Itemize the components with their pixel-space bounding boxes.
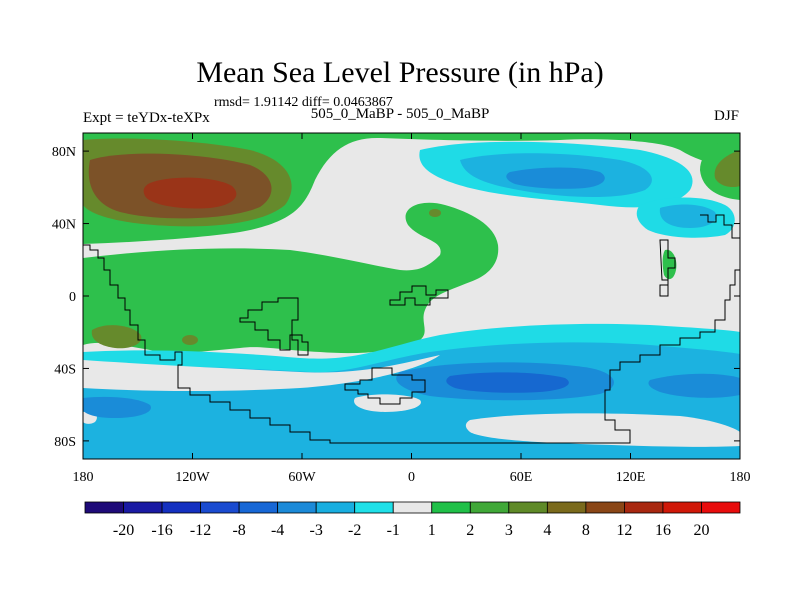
colorbar-swatch <box>315 501 356 514</box>
x-axis: 180 120W 60W 0 60E 120E 180 <box>73 133 751 485</box>
stats-label: rmsd= 1.91142 diff= 0.0463867 <box>214 95 393 110</box>
map-field <box>83 133 740 459</box>
colorbar-swatch <box>84 501 124 514</box>
colorbar-swatch <box>238 501 279 514</box>
coastline-west <box>83 244 740 444</box>
experiment-label: Expt = teYDx-teXPx <box>83 110 210 126</box>
colorbar-swatch <box>546 501 587 514</box>
x-tick-label: 60W <box>288 470 316 485</box>
colorbar-label: -4 <box>271 522 284 539</box>
colorbar-label: -2 <box>348 522 361 539</box>
colorbar-swatch <box>469 501 510 514</box>
colorbar-label: 4 <box>543 522 551 539</box>
colorbar-swatch <box>508 501 548 514</box>
colorbar-swatch <box>200 501 240 514</box>
y-tick-label: 40N <box>52 218 76 233</box>
colorbar-swatch <box>392 501 433 514</box>
colorbar-label: -12 <box>190 522 211 539</box>
field-sky-ne2 <box>659 204 717 228</box>
colorbar-swatch <box>624 501 664 514</box>
y-tick-label: 80N <box>52 145 76 160</box>
colorbar-swatch <box>431 501 471 514</box>
colorbar-label: 12 <box>616 522 632 539</box>
field-green-center <box>83 202 499 354</box>
y-axis: 80N 40N 0 40S 80S <box>52 145 740 450</box>
field-blue-ne <box>506 167 605 189</box>
colorbar-label: 2 <box>466 522 474 539</box>
field-olive-spot <box>429 209 441 217</box>
x-tick-label: 180 <box>73 470 94 485</box>
colorbar-label: 1 <box>428 522 436 539</box>
colorbar-swatch <box>123 501 163 514</box>
field-olive-ne <box>714 150 740 188</box>
colorbar-swatch <box>701 501 741 514</box>
coastline-europe <box>389 285 449 306</box>
y-tick-label: 0 <box>69 290 76 305</box>
y-tick-label: 40S <box>54 362 76 377</box>
field-redbrown-nw <box>143 177 237 209</box>
x-tick-label: 180 <box>730 470 751 485</box>
x-tick-label: 60E <box>510 470 533 485</box>
coastline-central <box>239 297 309 356</box>
coastline-island <box>659 239 676 297</box>
colorbar-label: -8 <box>232 522 245 539</box>
field-neutral-south-2 <box>465 413 740 447</box>
field-neutral-strip <box>83 355 440 391</box>
colorbar-label: 8 <box>582 522 590 539</box>
field-green-east <box>662 249 677 280</box>
colorbar-swatch <box>161 501 201 514</box>
colorbar-swatch <box>662 501 702 514</box>
coastlines <box>83 214 740 444</box>
colorbar-label: -3 <box>310 522 323 539</box>
field-deepblue-south <box>446 372 569 393</box>
field-olive-sw <box>91 325 142 349</box>
colorbar: -20 -16 -12 -8 -4 -3 -2 -1 1 2 3 4 8 12 16 20 <box>84 501 741 539</box>
colorbar-label: -20 <box>113 522 134 539</box>
field-blue-sw <box>83 396 151 418</box>
colorbar-label: -1 <box>387 522 400 539</box>
chart-title: Mean Sea Level Pressure (in hPa) <box>196 56 604 89</box>
season-label: DJF <box>713 108 739 124</box>
colorbar-label: 16 <box>655 522 671 539</box>
x-tick-label: 0 <box>408 470 415 485</box>
field-neutral-island <box>354 394 421 412</box>
colorbar-label: 20 <box>693 522 709 539</box>
colorbar-label: 3 <box>505 522 513 539</box>
colorbar-swatch <box>277 501 317 514</box>
field-olive-sw-2 <box>182 335 198 345</box>
x-tick-label: 120W <box>175 470 210 485</box>
y-tick-label: 80S <box>54 435 76 450</box>
center-label: 505_0_MaBP - 505_0_MaBP <box>310 106 490 122</box>
colorbar-swatch <box>354 501 394 514</box>
x-tick-label: 120E <box>616 470 646 485</box>
colorbar-label: -16 <box>151 522 172 539</box>
coastline-ne <box>700 214 740 239</box>
field-blue-se <box>648 373 740 398</box>
colorbar-swatch <box>585 501 625 514</box>
coastline-south-block <box>344 367 426 405</box>
